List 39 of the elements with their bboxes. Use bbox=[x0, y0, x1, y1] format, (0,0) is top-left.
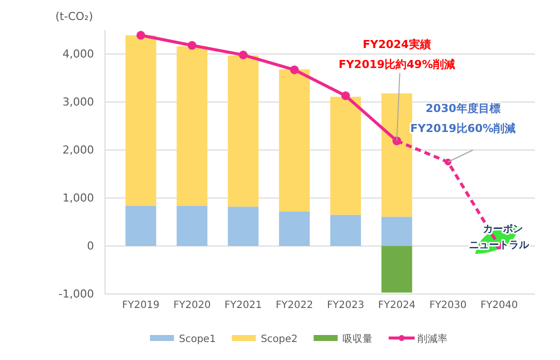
point bbox=[290, 65, 299, 74]
bar bbox=[125, 35, 156, 206]
bar bbox=[279, 211, 310, 246]
x-tick-label: FY2030 bbox=[429, 300, 467, 312]
bar bbox=[228, 55, 259, 207]
bar bbox=[381, 216, 412, 246]
bar bbox=[176, 206, 208, 246]
y-tick-label: 1,000 bbox=[62, 192, 94, 205]
annotation: FY2024実績 FY2019比約49%削減 bbox=[338, 38, 456, 71]
x-tick-label: FY2020 bbox=[173, 300, 211, 312]
x-tick-label: FY2023 bbox=[326, 300, 364, 312]
point bbox=[341, 91, 350, 100]
x-tick-label: FY2024 bbox=[378, 300, 416, 312]
point bbox=[188, 41, 196, 50]
point bbox=[136, 30, 146, 40]
x-tick-label: FY2040 bbox=[480, 300, 518, 312]
x-tick-label: FY2019 bbox=[122, 300, 160, 312]
point bbox=[444, 158, 452, 166]
y-tick-label: 3,000 bbox=[62, 96, 94, 109]
y-tick-label: -1,000 bbox=[58, 288, 94, 301]
legend-label: 削減率 bbox=[418, 333, 448, 345]
bar bbox=[125, 206, 156, 246]
x-tick-label: FY2022 bbox=[276, 300, 314, 312]
bar bbox=[176, 46, 208, 206]
bar bbox=[279, 69, 310, 212]
legend-label: Scope2 bbox=[260, 334, 298, 345]
bar bbox=[381, 246, 412, 293]
legend-label: 吸収量 bbox=[342, 333, 373, 345]
x-tick-label: FY2021 bbox=[224, 300, 262, 312]
legend-label: Scope1 bbox=[179, 334, 216, 345]
bar bbox=[330, 214, 361, 246]
y-tick-label: 4,000 bbox=[62, 48, 94, 61]
y-tick-label: 0 bbox=[87, 240, 94, 253]
bar bbox=[381, 93, 412, 217]
bar bbox=[228, 206, 259, 246]
y-tick-label: 2,000 bbox=[62, 144, 94, 157]
point bbox=[238, 50, 248, 60]
bar bbox=[330, 96, 361, 215]
y-axis-title: (t-CO₂) bbox=[55, 10, 93, 23]
